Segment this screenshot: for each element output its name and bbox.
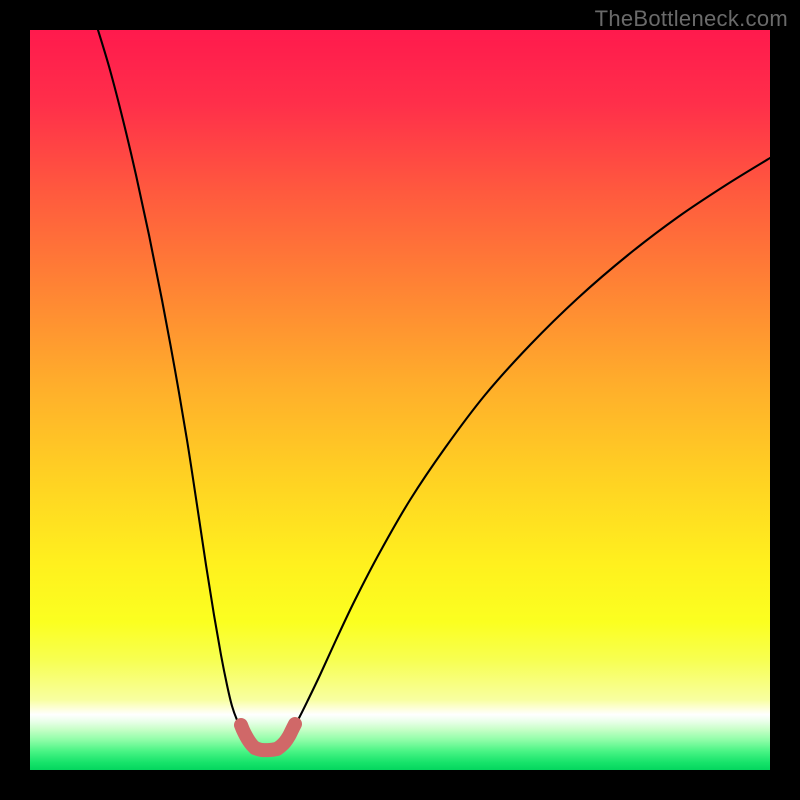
chart-container: TheBottleneck.com <box>0 0 800 800</box>
curves-layer <box>30 30 770 770</box>
bottleneck-curve-left <box>98 30 242 730</box>
bottleneck-curve-right <box>292 158 770 730</box>
trough-marker-right <box>277 724 295 749</box>
watermark-text: TheBottleneck.com <box>595 6 788 32</box>
plot-area <box>30 30 770 770</box>
